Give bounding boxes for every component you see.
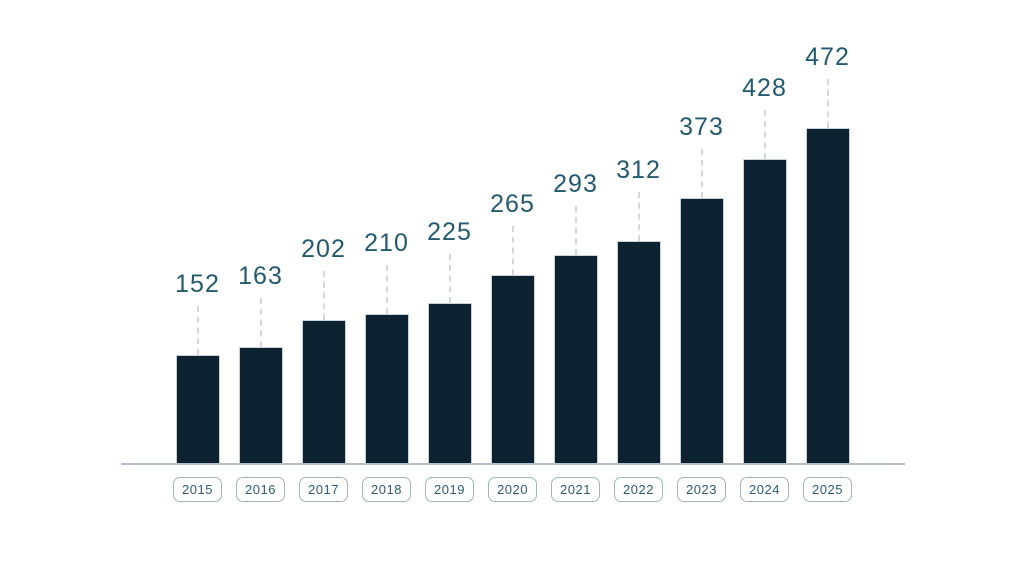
tick-cell: 2018 <box>355 477 418 502</box>
value-label: 293 <box>553 170 598 198</box>
year-label: 2022 <box>614 477 663 502</box>
bar-column-2017: 202 <box>292 0 355 463</box>
leader-line <box>385 265 388 314</box>
plot-area: 152 163 202 210 225 265 293 312 373 428 472 <box>166 0 859 463</box>
bar <box>742 159 787 463</box>
tick-cell: 2020 <box>481 477 544 502</box>
leader-line <box>448 254 451 303</box>
x-axis-line <box>121 463 905 465</box>
bar <box>238 347 283 463</box>
year-label: 2020 <box>488 477 537 502</box>
bar <box>553 255 598 463</box>
bar <box>301 320 346 463</box>
bar-column-2019: 225 <box>418 0 481 463</box>
bar-column-2018: 210 <box>355 0 418 463</box>
leader-line <box>511 226 514 275</box>
tick-cell: 2015 <box>166 477 229 502</box>
tick-cell: 2019 <box>418 477 481 502</box>
value-label: 312 <box>616 156 661 184</box>
leader-line <box>700 149 703 198</box>
leader-line <box>637 192 640 241</box>
leader-line <box>574 206 577 255</box>
value-label: 152 <box>175 270 220 298</box>
tick-cell: 2021 <box>544 477 607 502</box>
tick-cell: 2023 <box>670 477 733 502</box>
year-label: 2016 <box>236 477 285 502</box>
value-label: 225 <box>427 218 472 246</box>
value-label: 163 <box>238 262 283 290</box>
leader-line <box>763 110 766 159</box>
bar-column-2023: 373 <box>670 0 733 463</box>
tick-cell: 2017 <box>292 477 355 502</box>
bar <box>490 275 535 463</box>
tick-cell: 2016 <box>229 477 292 502</box>
bar-column-2020: 265 <box>481 0 544 463</box>
value-label: 202 <box>301 235 346 263</box>
leader-line <box>826 79 829 128</box>
bar-column-2022: 312 <box>607 0 670 463</box>
tick-cell: 2024 <box>733 477 796 502</box>
tick-cell: 2025 <box>796 477 859 502</box>
bar <box>679 198 724 463</box>
bar-column-2016: 163 <box>229 0 292 463</box>
value-label: 472 <box>805 43 850 71</box>
bar <box>805 128 850 463</box>
x-axis-labels: 2015 2016 2017 2018 2019 2020 2021 2022 2023 2024… <box>166 477 859 502</box>
value-label: 428 <box>742 74 787 102</box>
bar-column-2015: 152 <box>166 0 229 463</box>
tick-cell: 2022 <box>607 477 670 502</box>
year-label: 2024 <box>740 477 789 502</box>
year-label: 2021 <box>551 477 600 502</box>
leader-line <box>196 306 199 355</box>
value-label: 373 <box>679 113 724 141</box>
year-label: 2017 <box>299 477 348 502</box>
leader-line <box>322 271 325 320</box>
bar-column-2024: 428 <box>733 0 796 463</box>
leader-line <box>259 298 262 347</box>
bar-column-2025: 472 <box>796 0 859 463</box>
bar <box>364 314 409 463</box>
year-label: 2015 <box>173 477 222 502</box>
value-label: 265 <box>490 190 535 218</box>
value-label: 210 <box>364 229 409 257</box>
bar <box>616 241 661 463</box>
year-label: 2019 <box>425 477 474 502</box>
bar-column-2021: 293 <box>544 0 607 463</box>
year-label: 2023 <box>677 477 726 502</box>
year-label: 2018 <box>362 477 411 502</box>
year-label: 2025 <box>803 477 852 502</box>
bar <box>427 303 472 463</box>
bar <box>175 355 220 463</box>
